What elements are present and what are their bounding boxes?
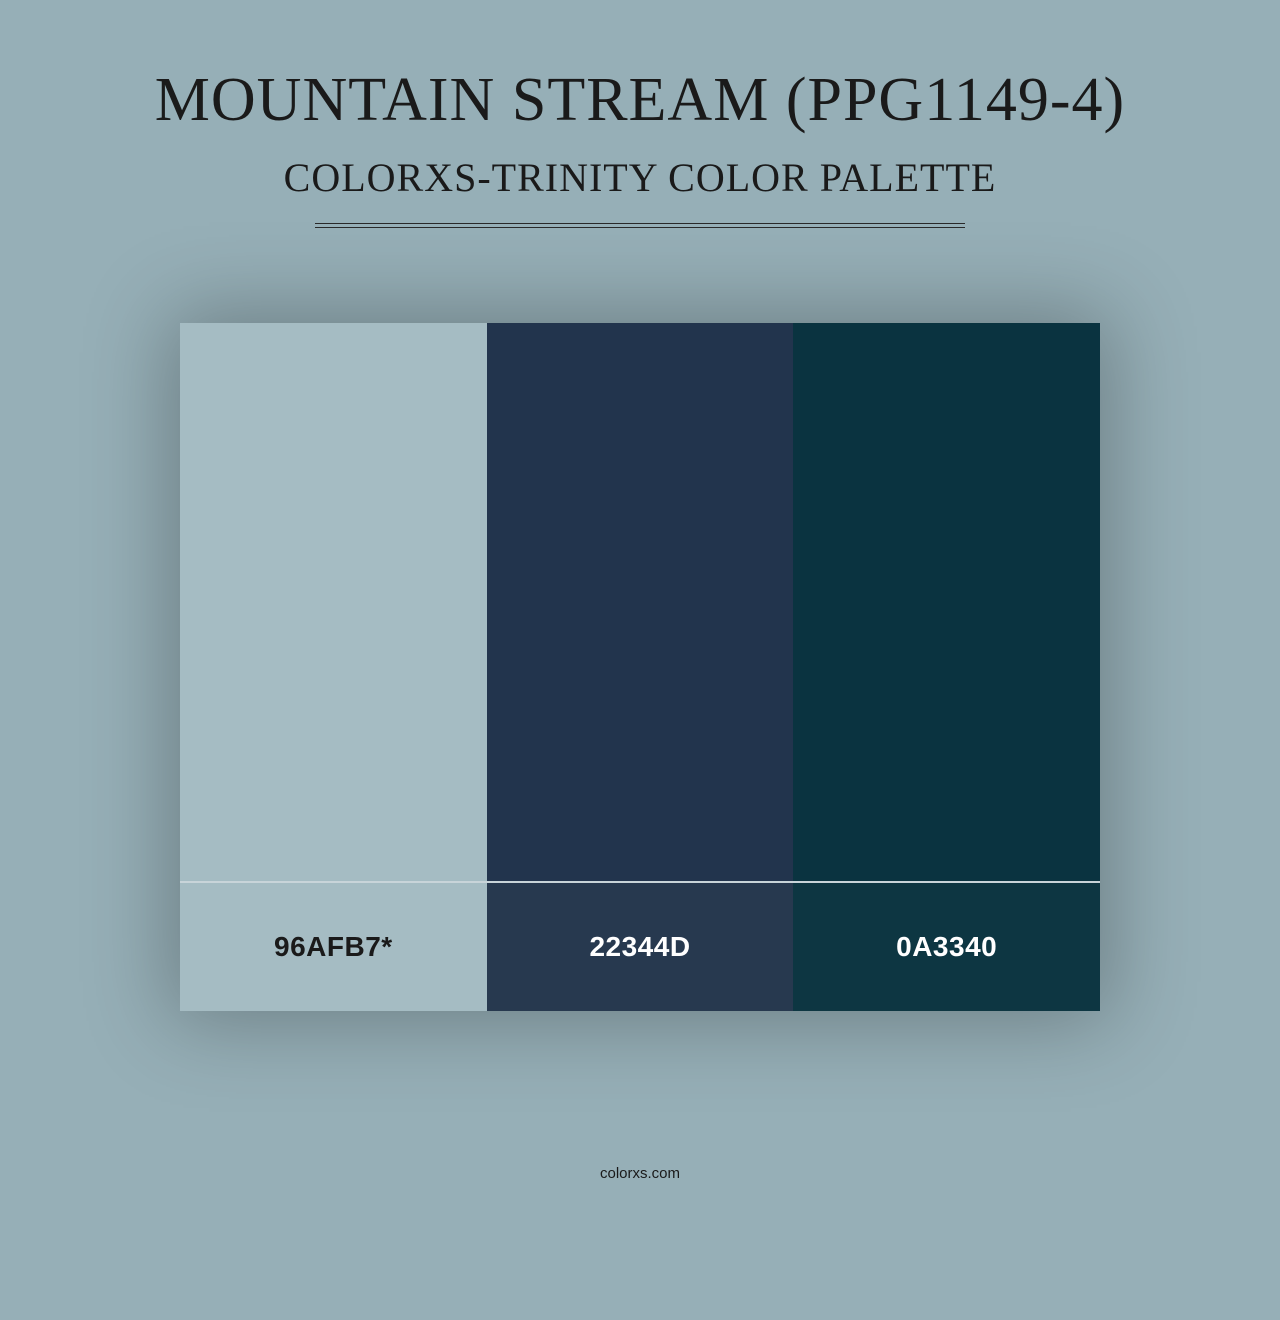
color-swatch-1: [180, 323, 487, 881]
color-label-1: 96AFB7*: [180, 883, 487, 1011]
footer-attribution: colorxs.com: [0, 1165, 1280, 1182]
color-label-3: 0A3340: [793, 883, 1100, 1011]
palette-card: 96AFB7* 22344D 0A3340: [180, 323, 1100, 1011]
color-label-2: 22344D: [487, 883, 794, 1011]
swatch-row: [180, 323, 1100, 881]
title-divider: [315, 223, 965, 228]
color-swatch-3: [793, 323, 1100, 881]
palette-title: MOUNTAIN STREAM (PPG1149-4): [155, 65, 1125, 136]
palette-subtitle: COLORXS-TRINITY COLOR PALETTE: [284, 154, 997, 201]
color-swatch-2: [487, 323, 794, 881]
swatch-label-row: 96AFB7* 22344D 0A3340: [180, 883, 1100, 1011]
content-container: MOUNTAIN STREAM (PPG1149-4) COLORXS-TRIN…: [0, 0, 1280, 1011]
